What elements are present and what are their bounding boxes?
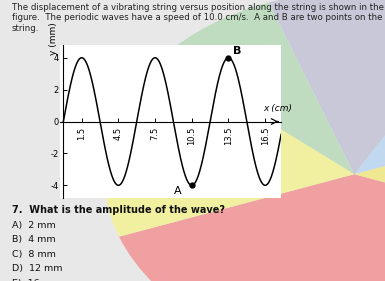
Wedge shape	[354, 16, 385, 174]
Wedge shape	[162, 3, 354, 174]
Wedge shape	[354, 112, 385, 237]
Wedge shape	[119, 174, 385, 281]
Text: A)  2 mm: A) 2 mm	[12, 221, 55, 230]
Text: B)  4 mm: B) 4 mm	[12, 235, 55, 244]
Text: 7.  What is the amplitude of the wave?: 7. What is the amplitude of the wave?	[12, 205, 224, 215]
Wedge shape	[104, 57, 354, 237]
Text: The displacement of a vibrating string versus position along the string is shown: The displacement of a vibrating string v…	[12, 3, 383, 33]
Text: A: A	[174, 186, 182, 196]
Text: B: B	[233, 46, 242, 56]
Text: y (mm): y (mm)	[49, 22, 58, 55]
Text: D)  12 mm: D) 12 mm	[12, 264, 62, 273]
Text: x (cm): x (cm)	[263, 104, 292, 113]
Text: E)  16 mm: E) 16 mm	[12, 279, 61, 281]
Text: C)  8 mm: C) 8 mm	[12, 250, 55, 259]
Wedge shape	[269, 0, 385, 174]
